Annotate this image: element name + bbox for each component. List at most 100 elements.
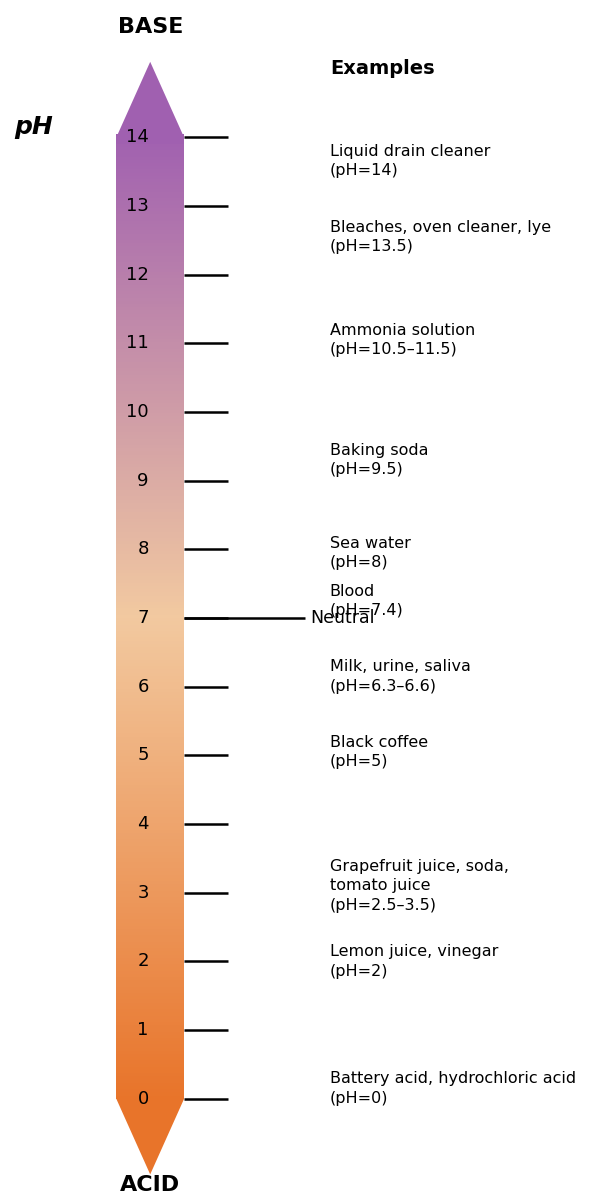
Bar (117, 304, 184, 307)
Bar (117, 528, 184, 532)
Bar (117, 576, 184, 580)
Bar (117, 406, 184, 410)
Bar (117, 364, 184, 368)
Bar (117, 143, 184, 147)
Bar (117, 595, 184, 599)
Bar (117, 753, 184, 756)
Bar (117, 269, 184, 272)
Bar (117, 192, 184, 195)
Text: Ammonia solution
(pH=10.5–11.5): Ammonia solution (pH=10.5–11.5) (330, 323, 475, 357)
Polygon shape (117, 1099, 184, 1175)
Bar (117, 525, 184, 528)
Bar (117, 486, 184, 490)
Bar (117, 961, 184, 964)
Bar (117, 756, 184, 759)
Bar (117, 397, 184, 400)
Text: Examples: Examples (330, 60, 435, 78)
Bar (117, 202, 184, 204)
Bar (117, 743, 184, 747)
Bar (117, 701, 184, 705)
Bar (117, 231, 184, 233)
Bar (117, 656, 184, 660)
Bar (117, 999, 184, 1003)
Bar (117, 410, 184, 413)
Bar (117, 637, 184, 641)
Bar (117, 522, 184, 525)
Bar (117, 557, 184, 560)
Bar (117, 1086, 184, 1089)
Bar (117, 772, 184, 776)
Text: 1: 1 (137, 1022, 148, 1040)
Bar (117, 448, 184, 452)
Bar (117, 695, 184, 698)
Bar (117, 942, 184, 945)
Bar (117, 246, 184, 250)
Bar (117, 627, 184, 631)
Bar (117, 618, 184, 621)
Bar (117, 574, 184, 576)
Bar (117, 907, 184, 909)
Bar (117, 795, 184, 797)
Bar (117, 1050, 184, 1054)
Bar (117, 147, 184, 151)
Bar (117, 1070, 184, 1073)
Bar (117, 788, 184, 791)
Bar (117, 1089, 184, 1092)
Bar (117, 345, 184, 349)
Bar (117, 958, 184, 961)
Bar (117, 185, 184, 189)
Bar (117, 547, 184, 551)
Bar (117, 1022, 184, 1025)
Bar (117, 433, 184, 435)
Bar (117, 301, 184, 304)
Bar (117, 974, 184, 978)
Bar (117, 362, 184, 364)
Text: Liquid drain cleaner
(pH=14): Liquid drain cleaner (pH=14) (330, 145, 490, 178)
Bar (117, 1079, 184, 1083)
Bar (117, 1060, 184, 1064)
Bar (117, 823, 184, 827)
Bar (117, 513, 184, 515)
Bar (117, 170, 184, 172)
Bar (117, 1044, 184, 1048)
Bar (117, 871, 184, 875)
Text: 8: 8 (137, 540, 148, 558)
Bar (117, 435, 184, 439)
Bar (117, 545, 184, 547)
Bar (117, 987, 184, 989)
Bar (117, 900, 184, 903)
Bar (117, 515, 184, 519)
Bar (117, 631, 184, 635)
Bar (117, 416, 184, 419)
Bar (117, 349, 184, 353)
Bar (117, 1077, 184, 1079)
Bar (117, 214, 184, 217)
Bar (117, 875, 184, 877)
Bar (117, 829, 184, 833)
Bar (117, 938, 184, 942)
Bar (117, 413, 184, 416)
Bar (117, 452, 184, 454)
Bar (117, 980, 184, 983)
Bar (117, 189, 184, 192)
Bar (117, 250, 184, 252)
Text: Sea water
(pH=8): Sea water (pH=8) (330, 535, 411, 570)
Bar (117, 326, 184, 330)
Bar (117, 278, 184, 282)
Bar (117, 686, 184, 688)
Bar (117, 766, 184, 768)
Bar (117, 176, 184, 179)
Bar (117, 951, 184, 955)
Bar (117, 785, 184, 788)
Bar (117, 223, 184, 227)
Bar (117, 749, 184, 753)
Bar (117, 817, 184, 820)
Bar (117, 1067, 184, 1070)
Bar (117, 313, 184, 317)
Bar (117, 747, 184, 749)
Text: ACID: ACID (120, 1175, 180, 1195)
Bar (117, 564, 184, 566)
Bar (117, 615, 184, 618)
Bar (117, 284, 184, 288)
Bar (117, 166, 184, 170)
